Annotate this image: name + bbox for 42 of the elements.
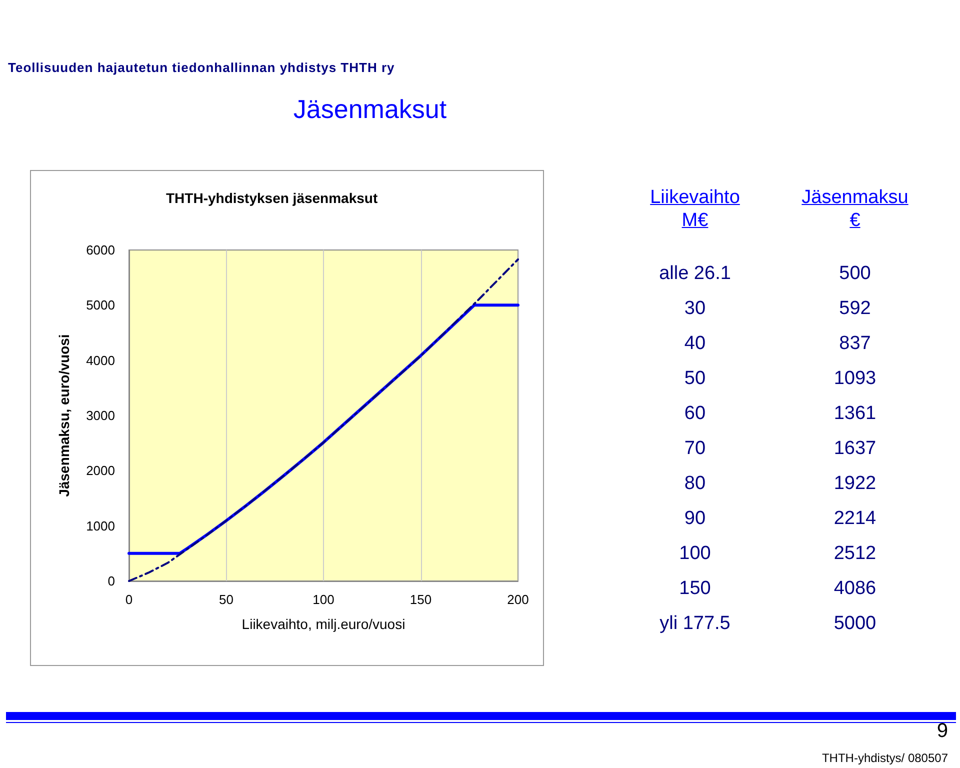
text: 80 bbox=[683, 472, 707, 496]
text: 2214 bbox=[832, 507, 878, 531]
y-axis-title: Jäsenmaksu, euro/vuosi bbox=[56, 334, 72, 497]
text: 40 bbox=[683, 332, 707, 356]
chart-title: Jäsenmaksut bbox=[292, 94, 448, 125]
text: THTH-yhdistys/ 080507 bbox=[822, 751, 948, 765]
x-tick-label: 200 bbox=[507, 592, 529, 607]
text: 9 bbox=[936, 720, 948, 743]
text: 1093 bbox=[832, 367, 878, 391]
text: 30 bbox=[683, 297, 707, 321]
text: yli 177.5 bbox=[658, 612, 732, 636]
text: 592 bbox=[838, 297, 872, 321]
text: Liikevaihto M€ bbox=[649, 186, 741, 233]
text: Jäsenmaksu € bbox=[800, 186, 910, 233]
y-tick-label: 3000 bbox=[86, 408, 115, 423]
text: 2512 bbox=[832, 542, 878, 566]
text: 100 bbox=[678, 542, 712, 566]
x-tick-label: 0 bbox=[125, 592, 133, 607]
text: Teollisuuden hajautetun tiedonhallinnan yhdistys THTH ry bbox=[8, 60, 395, 75]
text: 50 bbox=[683, 367, 707, 391]
y-tick-label: 2000 bbox=[86, 463, 115, 478]
text: 90 bbox=[683, 507, 707, 531]
text: 837 bbox=[838, 332, 872, 356]
y-tick-label: 0 bbox=[108, 574, 115, 588]
text: 1637 bbox=[832, 437, 878, 461]
text: 5000 bbox=[832, 612, 878, 636]
y-tick-label: 5000 bbox=[86, 298, 115, 313]
chart-subtitle: THTH-yhdistyksen jäsenmaksut bbox=[166, 190, 378, 206]
x-tick-label: 100 bbox=[312, 592, 334, 607]
text: 60 bbox=[683, 402, 707, 426]
text: alle 26.1 bbox=[658, 262, 732, 286]
text: 4086 bbox=[832, 577, 878, 601]
y-tick-label: 4000 bbox=[86, 352, 115, 368]
x-axis-title: Liikevaihto, milj.euro/vuosi bbox=[242, 616, 406, 632]
text: 1922 bbox=[832, 472, 878, 496]
text: 1361 bbox=[832, 402, 878, 426]
y-tick-label: 6000 bbox=[86, 242, 115, 258]
x-tick-label: 50 bbox=[219, 592, 234, 607]
text: 500 bbox=[838, 262, 872, 286]
x-tick-label: 150 bbox=[410, 592, 432, 607]
y-tick-label: 1000 bbox=[86, 518, 115, 534]
text: 70 bbox=[683, 437, 707, 461]
